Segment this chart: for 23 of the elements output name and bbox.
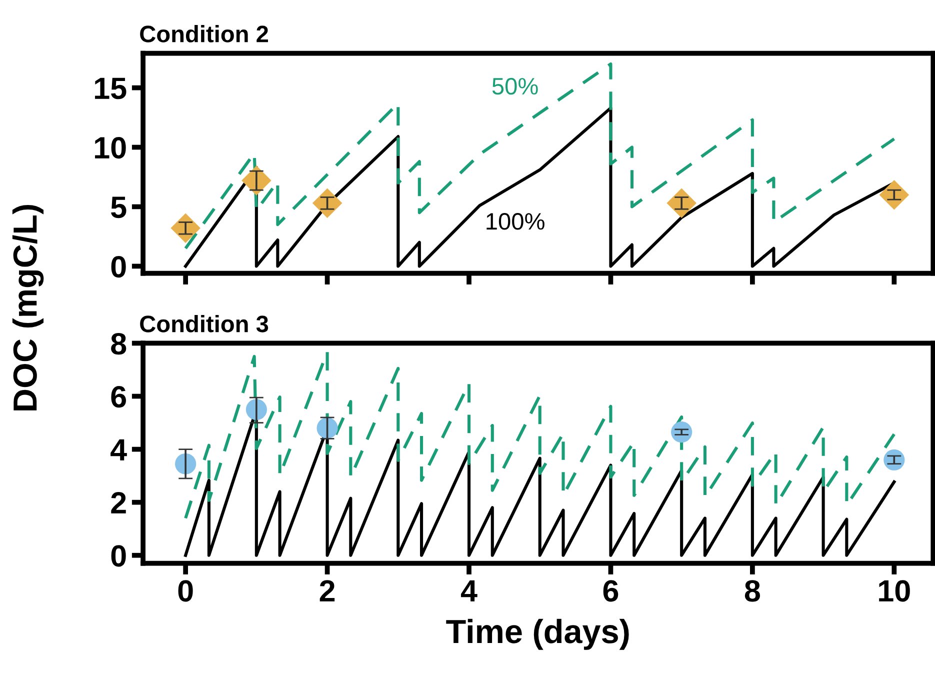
y-tick-label: 2: [111, 492, 126, 514]
x-axis-title: Time (days): [446, 618, 629, 650]
line-series: [184, 350, 896, 520]
series-label: 50%: [492, 78, 538, 95]
chart-title: Condition 2: [140, 25, 268, 42]
series-label: 100%: [486, 213, 544, 230]
y-tick-label: 0: [111, 256, 126, 278]
chart-title: Condition 3: [140, 315, 268, 332]
y-tick-label: 6: [111, 386, 126, 408]
x-tick-label: 8: [744, 580, 760, 602]
y-tick-label: 15: [95, 78, 126, 100]
x-tick-label: 2: [320, 580, 335, 602]
x-tick-label: 0: [178, 580, 193, 602]
x-tick-label: 4: [460, 580, 478, 602]
y-axis-title: DOC (mgC/L): [12, 204, 44, 410]
x-tick-label: 10: [879, 580, 910, 602]
x-tick-label: 6: [603, 580, 618, 602]
line-series: [184, 62, 896, 250]
y-tick-label: 4: [110, 439, 127, 460]
y-tick-label: 8: [111, 332, 126, 355]
y-tick-label: 5: [111, 196, 126, 218]
y-tick-label: 10: [95, 136, 126, 159]
y-tick-label: 0: [111, 545, 126, 567]
